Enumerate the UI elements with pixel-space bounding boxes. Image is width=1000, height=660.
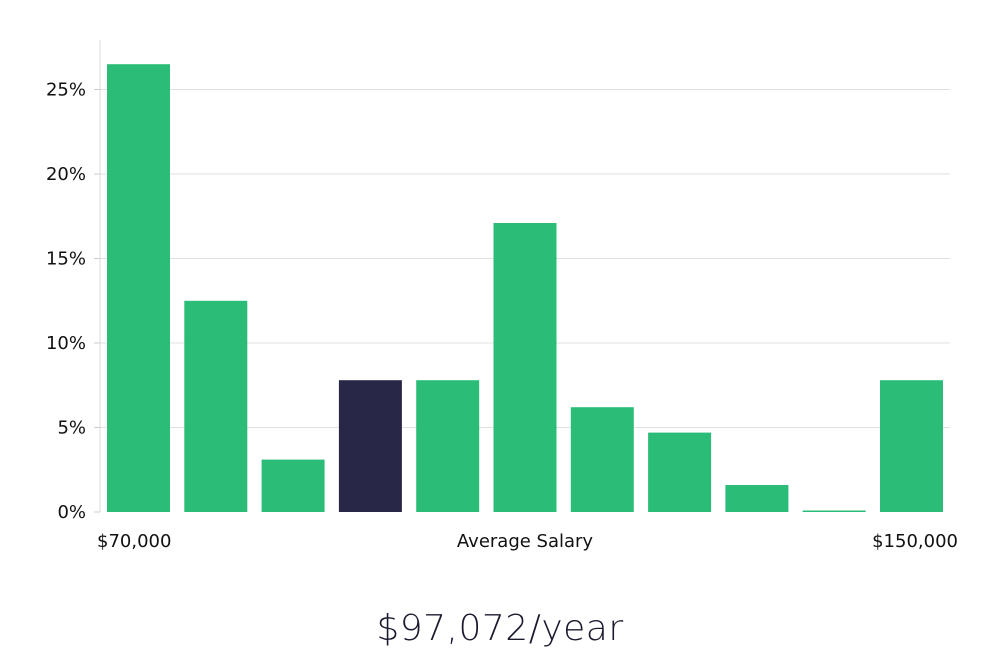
x-start-label: $70,000 <box>97 531 171 552</box>
bar <box>648 432 712 512</box>
x-axis-label: Average Salary <box>457 531 594 552</box>
bar-highlighted <box>338 380 402 512</box>
y-tick-label: 15% <box>46 249 86 270</box>
bar <box>802 510 866 512</box>
y-tick-label: 10% <box>46 333 86 354</box>
bar <box>725 485 789 512</box>
bars <box>107 64 943 512</box>
y-tick-label: 25% <box>46 80 86 101</box>
bar <box>261 459 325 512</box>
y-tick-label: 5% <box>57 418 86 439</box>
y-tick-label: 0% <box>57 502 86 523</box>
bar <box>416 380 480 512</box>
x-end-label: $150,000 <box>872 531 958 552</box>
bar <box>570 407 634 512</box>
y-tick-label: 20% <box>46 164 86 185</box>
bar <box>184 300 248 512</box>
average-salary-value: $97,072/year <box>376 608 624 649</box>
salary-histogram: 0%5%10%15%20%25% $70,000 Average Salary … <box>46 40 958 552</box>
bar <box>493 223 557 512</box>
bar <box>107 64 170 512</box>
bar <box>880 380 943 512</box>
y-tick-labels: 0% 5% 10% 15% 20% 25% <box>46 80 100 523</box>
